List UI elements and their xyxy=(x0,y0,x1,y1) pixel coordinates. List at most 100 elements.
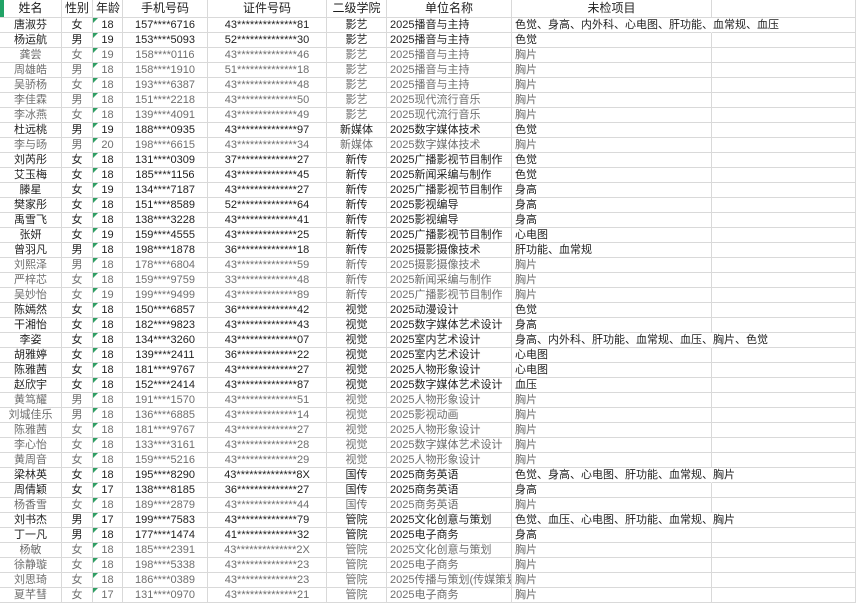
cell-items[interactable]: 胸片 xyxy=(512,93,712,108)
cell-items[interactable]: 身高 xyxy=(512,183,712,198)
cell-id-number[interactable]: 43**************89 xyxy=(208,288,327,303)
cell-college[interactable]: 影艺 xyxy=(327,48,387,63)
cell-college[interactable]: 新传 xyxy=(327,243,387,258)
cell-gender[interactable]: 女 xyxy=(62,333,93,348)
cell-id-number[interactable]: 36**************42 xyxy=(208,303,327,318)
cell-phone[interactable]: 153****5093 xyxy=(123,33,208,48)
cell-gender[interactable]: 男 xyxy=(62,408,93,423)
cell-college[interactable]: 国传 xyxy=(327,468,387,483)
cell-empty[interactable] xyxy=(712,153,856,168)
cell-id-number[interactable]: 43**************07 xyxy=(208,333,327,348)
cell-age[interactable]: 18 xyxy=(93,258,123,273)
cell-phone[interactable]: 191****1570 xyxy=(123,393,208,408)
cell-college[interactable]: 新传 xyxy=(327,168,387,183)
cell-empty[interactable] xyxy=(712,213,856,228)
cell-items[interactable]: 胸片 xyxy=(512,108,712,123)
cell-phone[interactable]: 185****1156 xyxy=(123,168,208,183)
cell-gender[interactable]: 女 xyxy=(62,78,93,93)
cell-age[interactable]: 18 xyxy=(93,18,123,33)
cell-id-number[interactable]: 51**************18 xyxy=(208,63,327,78)
cell-phone[interactable]: 159****9759 xyxy=(123,273,208,288)
cell-name[interactable]: 杨敏 xyxy=(0,543,62,558)
cell-items[interactable]: 身高 xyxy=(512,483,712,498)
cell-items[interactable]: 色觉、血压、心电图、肝功能、血常规、胸片 xyxy=(512,513,735,528)
cell-gender[interactable]: 男 xyxy=(62,258,93,273)
cell-gender[interactable]: 男 xyxy=(62,33,93,48)
cell-empty[interactable] xyxy=(712,393,856,408)
cell-id-number[interactable]: 43**************21 xyxy=(208,588,327,603)
cell-empty[interactable] xyxy=(712,348,856,363)
cell-gender[interactable]: 女 xyxy=(62,288,93,303)
cell-age[interactable]: 18 xyxy=(93,468,123,483)
cell-empty[interactable] xyxy=(712,258,856,273)
cell-college[interactable]: 视觉 xyxy=(327,363,387,378)
cell-college[interactable]: 管院 xyxy=(327,513,387,528)
cell-college[interactable]: 新传 xyxy=(327,198,387,213)
cell-empty[interactable] xyxy=(712,498,856,513)
column-header-5[interactable]: 证件号码 xyxy=(208,0,327,18)
cell-unit[interactable]: 2025摄影摄像技术 xyxy=(387,258,512,273)
cell-items[interactable]: 胸片 xyxy=(512,393,712,408)
cell-age[interactable]: 18 xyxy=(93,168,123,183)
cell-age[interactable]: 19 xyxy=(93,123,123,138)
cell-gender[interactable]: 女 xyxy=(62,48,93,63)
cell-unit[interactable]: 2025文化创意与策划 xyxy=(387,543,512,558)
cell-id-number[interactable]: 43**************23 xyxy=(208,558,327,573)
cell-empty[interactable] xyxy=(712,183,856,198)
cell-age[interactable]: 18 xyxy=(93,198,123,213)
cell-id-number[interactable]: 43**************79 xyxy=(208,513,327,528)
cell-college[interactable]: 视觉 xyxy=(327,348,387,363)
cell-name[interactable]: 艾玉梅 xyxy=(0,168,62,183)
cell-name[interactable]: 严梓芯 xyxy=(0,273,62,288)
cell-unit[interactable]: 2025室内艺术设计 xyxy=(387,333,512,348)
cell-name[interactable]: 李与旸 xyxy=(0,138,62,153)
cell-unit[interactable]: 2025数字媒体技术 xyxy=(387,138,512,153)
cell-id-number[interactable]: 43**************51 xyxy=(208,393,327,408)
cell-college[interactable]: 新传 xyxy=(327,288,387,303)
cell-phone[interactable]: 134****3260 xyxy=(123,333,208,348)
cell-gender[interactable]: 男 xyxy=(62,93,93,108)
cell-age[interactable]: 19 xyxy=(93,48,123,63)
cell-items[interactable]: 心电图 xyxy=(512,228,712,243)
cell-gender[interactable]: 女 xyxy=(62,348,93,363)
cell-empty[interactable] xyxy=(712,543,856,558)
cell-gender[interactable]: 女 xyxy=(62,363,93,378)
cell-items[interactable]: 胸片 xyxy=(512,543,712,558)
cell-unit[interactable]: 2025数字媒体艺术设计 xyxy=(387,378,512,393)
cell-name[interactable]: 陈嫣然 xyxy=(0,303,62,318)
cell-id-number[interactable]: 36**************27 xyxy=(208,483,327,498)
cell-phone[interactable]: 199****9499 xyxy=(123,288,208,303)
cell-id-number[interactable]: 43**************27 xyxy=(208,363,327,378)
cell-unit[interactable]: 2025电子商务 xyxy=(387,528,512,543)
cell-age[interactable]: 18 xyxy=(93,63,123,78)
cell-phone[interactable]: 181****9767 xyxy=(123,363,208,378)
cell-empty[interactable] xyxy=(712,558,856,573)
cell-unit[interactable]: 2025电子商务 xyxy=(387,588,512,603)
cell-college[interactable]: 影艺 xyxy=(327,93,387,108)
cell-items[interactable]: 胸片 xyxy=(512,63,712,78)
cell-unit[interactable]: 2025新闻采编与制作 xyxy=(387,168,512,183)
cell-college[interactable]: 影艺 xyxy=(327,63,387,78)
cell-name[interactable]: 李冰燕 xyxy=(0,108,62,123)
cell-unit[interactable]: 2025人物形象设计 xyxy=(387,363,512,378)
cell-unit[interactable]: 2025商务英语 xyxy=(387,483,512,498)
cell-items[interactable]: 身高 xyxy=(512,213,712,228)
cell-phone[interactable]: 198****1878 xyxy=(123,243,208,258)
cell-college[interactable]: 管院 xyxy=(327,558,387,573)
cell-id-number[interactable]: 43**************27 xyxy=(208,183,327,198)
cell-items[interactable]: 胸片 xyxy=(512,408,712,423)
cell-unit[interactable]: 2025数字媒体艺术设计 xyxy=(387,318,512,333)
cell-unit[interactable]: 2025文化创意与策划 xyxy=(387,513,512,528)
cell-age[interactable]: 20 xyxy=(93,138,123,153)
cell-items[interactable]: 胸片 xyxy=(512,48,712,63)
cell-empty[interactable] xyxy=(712,63,856,78)
cell-age[interactable]: 18 xyxy=(93,453,123,468)
cell-gender[interactable]: 女 xyxy=(62,213,93,228)
cell-age[interactable]: 18 xyxy=(93,303,123,318)
cell-empty[interactable] xyxy=(712,363,856,378)
cell-empty[interactable] xyxy=(712,288,856,303)
cell-empty[interactable] xyxy=(712,93,856,108)
cell-unit[interactable]: 2025广播影视节目制作 xyxy=(387,288,512,303)
cell-name[interactable]: 吴妙怡 xyxy=(0,288,62,303)
cell-name[interactable]: 赵欣宇 xyxy=(0,378,62,393)
